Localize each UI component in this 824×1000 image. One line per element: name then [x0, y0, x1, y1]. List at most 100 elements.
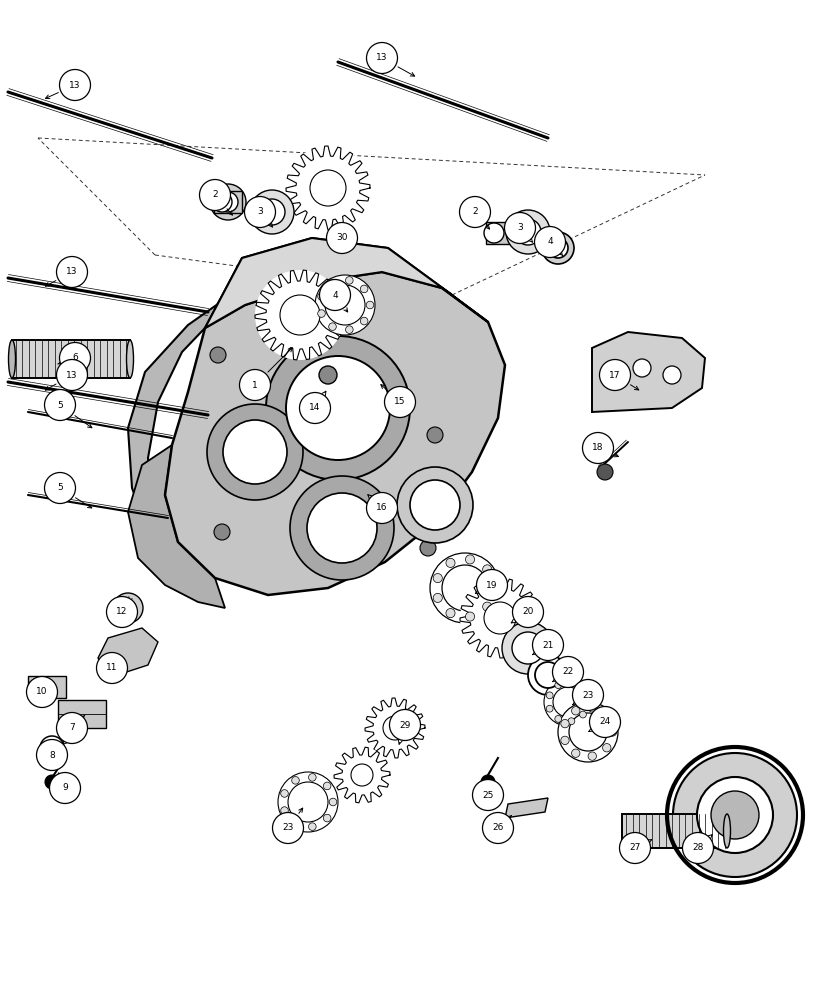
Circle shape: [365, 698, 425, 758]
Circle shape: [513, 596, 544, 628]
Circle shape: [532, 630, 564, 660]
Circle shape: [466, 555, 475, 564]
Text: 25: 25: [482, 790, 494, 800]
Circle shape: [280, 295, 320, 335]
Circle shape: [49, 772, 81, 804]
Circle shape: [351, 764, 373, 786]
Circle shape: [472, 780, 503, 810]
Circle shape: [460, 578, 540, 658]
Circle shape: [310, 170, 346, 206]
Circle shape: [273, 812, 303, 844]
Circle shape: [292, 777, 299, 784]
Circle shape: [59, 70, 91, 101]
Circle shape: [600, 360, 630, 390]
Circle shape: [28, 680, 42, 694]
Circle shape: [322, 332, 334, 344]
Circle shape: [390, 710, 420, 740]
Circle shape: [223, 420, 287, 484]
Circle shape: [308, 823, 316, 830]
Text: 3: 3: [517, 224, 523, 232]
Circle shape: [489, 583, 499, 593]
Circle shape: [329, 323, 336, 330]
Circle shape: [307, 493, 377, 563]
Circle shape: [323, 814, 331, 822]
Circle shape: [329, 280, 336, 287]
Circle shape: [558, 702, 618, 762]
Circle shape: [466, 612, 475, 621]
Text: 8: 8: [49, 750, 55, 760]
Circle shape: [608, 728, 616, 736]
Circle shape: [245, 196, 275, 228]
Circle shape: [325, 285, 365, 325]
Text: 2: 2: [472, 208, 478, 217]
Circle shape: [544, 678, 592, 726]
Circle shape: [290, 476, 394, 580]
Circle shape: [603, 366, 621, 384]
Text: 5: 5: [57, 484, 63, 492]
Text: 26: 26: [492, 824, 503, 832]
Text: 2: 2: [213, 190, 218, 199]
Circle shape: [430, 553, 500, 623]
Polygon shape: [592, 332, 705, 412]
Bar: [12, 340, 130, 378]
Polygon shape: [205, 238, 488, 328]
Circle shape: [255, 270, 345, 360]
Circle shape: [278, 772, 338, 832]
Text: 13: 13: [377, 53, 388, 62]
Text: 13: 13: [66, 370, 77, 379]
Circle shape: [59, 342, 91, 373]
Circle shape: [584, 699, 591, 705]
Circle shape: [106, 596, 138, 628]
Circle shape: [250, 190, 294, 234]
Circle shape: [535, 227, 565, 257]
Polygon shape: [505, 798, 548, 818]
Circle shape: [326, 223, 358, 253]
Text: 3: 3: [257, 208, 263, 217]
Text: 19: 19: [486, 580, 498, 589]
Circle shape: [553, 656, 583, 688]
Ellipse shape: [723, 814, 731, 848]
Circle shape: [483, 565, 492, 574]
Circle shape: [367, 42, 397, 74]
Circle shape: [633, 359, 651, 377]
Circle shape: [308, 774, 316, 781]
Text: 5: 5: [57, 400, 63, 410]
Text: 18: 18: [592, 444, 604, 452]
Bar: [28, 676, 66, 698]
Circle shape: [535, 662, 561, 688]
Circle shape: [120, 600, 136, 616]
Text: 12: 12: [116, 607, 128, 616]
Circle shape: [212, 192, 232, 212]
Text: 20: 20: [522, 607, 534, 616]
Circle shape: [481, 775, 495, 789]
Circle shape: [446, 558, 455, 567]
Circle shape: [44, 473, 76, 504]
Text: 22: 22: [562, 668, 574, 676]
Polygon shape: [98, 628, 158, 678]
Circle shape: [318, 293, 325, 300]
Circle shape: [360, 317, 368, 325]
Circle shape: [286, 146, 370, 230]
Circle shape: [210, 347, 226, 363]
Circle shape: [697, 777, 773, 853]
Circle shape: [299, 392, 330, 424]
Circle shape: [318, 310, 325, 317]
Text: 17: 17: [609, 370, 620, 379]
Circle shape: [218, 192, 238, 212]
Circle shape: [259, 199, 285, 225]
Circle shape: [207, 404, 303, 500]
Circle shape: [433, 593, 442, 602]
Circle shape: [442, 565, 488, 611]
Circle shape: [506, 210, 550, 254]
Circle shape: [266, 336, 410, 480]
Polygon shape: [128, 238, 452, 578]
Circle shape: [26, 676, 58, 708]
Circle shape: [583, 432, 614, 464]
Text: 29: 29: [400, 720, 410, 730]
Circle shape: [383, 716, 407, 740]
Circle shape: [602, 744, 611, 752]
Circle shape: [484, 223, 504, 243]
Circle shape: [320, 279, 350, 310]
Circle shape: [512, 632, 544, 664]
Circle shape: [569, 713, 607, 751]
